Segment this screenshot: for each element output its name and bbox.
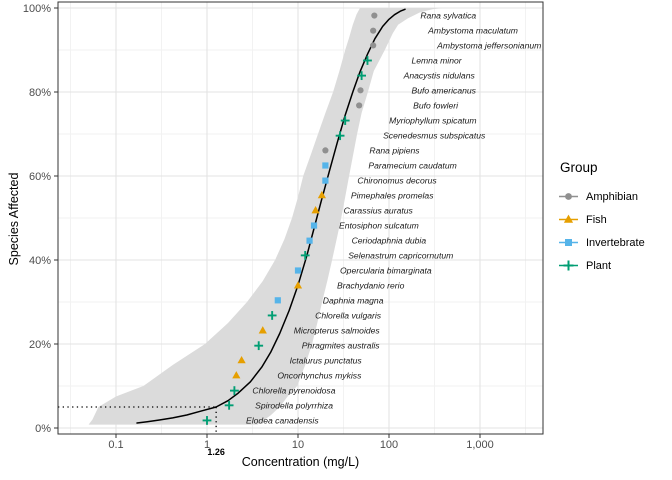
data-point: [356, 102, 363, 109]
data-point: [237, 355, 246, 364]
species-label: Lemna minor: [411, 56, 462, 66]
x-tick-label: 0.1: [108, 439, 123, 451]
y-tick-label: 80%: [29, 87, 51, 99]
species-label: Carassius auratus: [344, 205, 414, 215]
data-point: [317, 190, 326, 199]
species-label: Chironomus decorus: [357, 176, 437, 186]
species-label: Ictalurus punctatus: [290, 355, 363, 365]
species-label: Rana sylvatica: [420, 11, 476, 21]
legend-key-square-icon: [559, 239, 578, 246]
legend: Group Amphibian Fish Invertebrate Plant: [558, 160, 670, 277]
species-label: Brachydanio rerio: [337, 281, 405, 291]
species-label: Opercularia bimarginata: [340, 266, 432, 276]
species-label: Bufo fowleri: [413, 100, 459, 110]
species-label: Ceriodaphnia dubia: [352, 236, 427, 246]
species-label: Entosiphon sulcatum: [339, 221, 419, 231]
ssd-fit-curve: [136, 8, 406, 424]
legend-key-triangle-icon: [559, 214, 578, 223]
data-point: [357, 87, 364, 94]
species-label: Myriophyllum spicatum: [389, 116, 476, 126]
data-point: [322, 147, 329, 154]
legend-item-label: Amphibian: [586, 190, 638, 203]
species-label: Chlorella vulgaris: [315, 310, 382, 320]
legend-key-circle-icon: [559, 193, 578, 200]
species-label: Chlorella pyrenoidosa: [252, 386, 335, 396]
data-point: [294, 267, 302, 274]
legend-item-fish: Fish: [558, 208, 670, 231]
species-label: Oncorhynchus mykiss: [277, 371, 362, 381]
legend-item-label: Invertebrate: [586, 236, 645, 249]
x-tick-label: 1: [204, 439, 210, 451]
legend-item-label: Fish: [586, 213, 607, 226]
x-tick-label: 1,000: [466, 439, 494, 451]
data-point: [322, 177, 329, 184]
legend-item-invertebrate: Invertebrate: [558, 231, 670, 254]
data-point: [311, 206, 320, 214]
data-point: [306, 237, 313, 244]
legend-key-plus-icon: [559, 260, 578, 271]
y-tick-label: 40%: [29, 255, 51, 267]
legend-item-label: Plant: [586, 259, 612, 272]
data-point: [322, 162, 329, 169]
y-tick-label: 20%: [29, 339, 51, 351]
species-label: Bufo americanus: [411, 85, 476, 95]
species-label: Micropterus salmoides: [294, 326, 381, 336]
data-point: [258, 326, 267, 334]
y-tick-label: 60%: [29, 171, 51, 183]
confidence-ribbon: [88, 8, 443, 425]
species-label: Scenedesmus subspicatus: [383, 131, 486, 141]
species-label: Anacystis nidulans: [403, 71, 476, 81]
species-label: Ambystoma maculatum: [427, 26, 518, 36]
x-axis-title: Concentration (mg/L): [241, 455, 360, 469]
data-point: [371, 12, 378, 19]
panel-border: [57, 1, 544, 435]
hc5-value-label: 1.26: [207, 447, 225, 457]
species-label: Pimephales promelas: [351, 190, 434, 200]
species-label: Phragmites australis: [302, 341, 381, 351]
species-label: Selenastrum capricornutum: [348, 250, 453, 260]
data-point: [293, 281, 303, 289]
species-label: Elodea canadensis: [246, 415, 319, 425]
legend-items: Amphibian Fish Invertebrate Plant: [558, 185, 670, 277]
species-label: Rana pipiens: [369, 145, 420, 155]
x-tick-label: 100: [380, 439, 398, 451]
legend-item-amphibian: Amphibian: [558, 185, 670, 208]
y-tick-label: 100%: [23, 3, 51, 15]
legend-title: Group: [560, 160, 598, 175]
x-tick-label: 10: [292, 439, 304, 451]
y-tick-label: 0%: [35, 423, 51, 435]
data-point: [310, 222, 318, 229]
data-point: [370, 27, 377, 34]
species-label: Daphnia magna: [323, 295, 384, 305]
species-label: Spirodella polyrrhiza: [255, 400, 333, 410]
species-label: Paramecium caudatum: [368, 161, 456, 171]
species-label: Ambystoma jeffersonianum: [436, 40, 541, 50]
y-axis-title: Species Affected: [7, 172, 21, 266]
data-point: [274, 297, 281, 304]
legend-item-plant: Plant: [558, 254, 670, 277]
data-point: [232, 371, 241, 379]
data-point: [370, 42, 377, 49]
